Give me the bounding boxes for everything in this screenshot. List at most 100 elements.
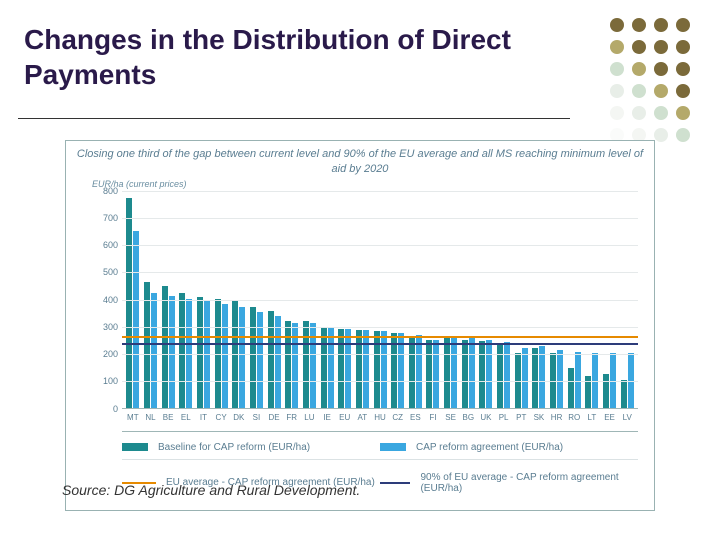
bar: [328, 327, 334, 407]
bar: [239, 307, 245, 408]
bar-column: IE: [318, 327, 336, 407]
x-tick-label: RO: [568, 413, 580, 422]
bar: [621, 380, 627, 407]
bar: [522, 348, 528, 408]
bar-column: BG: [459, 338, 477, 407]
bar-column: LV: [618, 353, 636, 408]
bar: [179, 293, 185, 407]
x-tick-label: LV: [623, 413, 632, 422]
bar: [275, 316, 281, 407]
bar: [557, 350, 563, 407]
bar: [409, 338, 415, 407]
x-tick-label: UK: [480, 413, 491, 422]
x-tick-label: EE: [604, 413, 615, 422]
bar: [451, 338, 457, 407]
chart-title: Closing one third of the gap between cur…: [74, 147, 646, 177]
bar-column: ES: [407, 335, 425, 407]
bar: [250, 307, 256, 408]
page-title: Changes in the Distribution of Direct Pa…: [24, 22, 560, 92]
y-tick-label: 100: [80, 376, 118, 386]
bar-column: UK: [477, 340, 495, 408]
bar: [603, 374, 609, 408]
y-tick-label: 400: [80, 295, 118, 305]
legend-item: Baseline for CAP reform (EUR/ha): [122, 438, 380, 460]
decorative-dot-grid: [610, 18, 694, 146]
bar: [356, 330, 362, 408]
y-tick-label: 0: [80, 404, 118, 414]
x-tick-label: ES: [410, 413, 421, 422]
bar: [416, 335, 422, 407]
bar-column: AT: [354, 330, 372, 408]
bar-column: MT: [124, 198, 142, 408]
bar: [345, 329, 351, 408]
x-tick-label: HR: [551, 413, 563, 422]
bar: [486, 340, 492, 408]
bar: [144, 282, 150, 407]
bar-column: BE: [159, 286, 177, 407]
y-axis-label: EUR/ha (current prices): [92, 179, 646, 189]
x-tick-label: MT: [127, 413, 139, 422]
bar: [426, 340, 432, 408]
legend-item: 90% of EU average - CAP reform agreement…: [380, 468, 638, 500]
bar: [162, 286, 168, 407]
bar-column: IT: [195, 297, 213, 407]
legend-label: CAP reform agreement (EUR/ha): [416, 442, 563, 453]
bar-column: EL: [177, 293, 195, 407]
x-tick-label: NL: [145, 413, 155, 422]
bar-column: CY: [212, 299, 230, 408]
legend-swatch-bar: [122, 443, 148, 451]
bar: [321, 327, 327, 407]
bar: [215, 299, 221, 408]
bar-column: PT: [512, 348, 530, 408]
reference-line: [122, 343, 638, 345]
bar: [222, 304, 228, 408]
x-tick-label: FR: [286, 413, 297, 422]
y-tick-label: 500: [80, 267, 118, 277]
bar-column: SE: [442, 338, 460, 407]
bar-column: FR: [283, 321, 301, 408]
chart-plot-area: MTNLBEELITCYDKSIDEFRLUIEEUATHUCZESFISEBG…: [122, 191, 638, 409]
bar: [532, 348, 538, 408]
legend-label: 90% of EU average - CAP reform agreement…: [420, 472, 638, 494]
x-tick-label: HU: [374, 413, 386, 422]
bar-column: DE: [265, 311, 283, 408]
bar: [462, 340, 468, 408]
legend-label: Baseline for CAP reform (EUR/ha): [158, 442, 310, 453]
bar: [151, 293, 157, 407]
bar: [197, 297, 203, 407]
bar-column: NL: [142, 282, 160, 407]
bar: [479, 341, 485, 408]
bar-column: LT: [583, 353, 601, 408]
y-tick-label: 600: [80, 240, 118, 250]
x-tick-label: FI: [429, 413, 436, 422]
bar-column: LU: [301, 321, 319, 408]
y-tick-label: 700: [80, 213, 118, 223]
y-tick-label: 200: [80, 349, 118, 359]
bar: [303, 321, 309, 408]
x-tick-label: DK: [233, 413, 244, 422]
bar-column: EU: [336, 329, 354, 408]
y-tick-label: 300: [80, 322, 118, 332]
bar: [186, 299, 192, 408]
x-tick-label: EU: [339, 413, 350, 422]
x-tick-label: DE: [269, 413, 280, 422]
bar: [610, 353, 616, 408]
bar: [628, 353, 634, 408]
bar: [550, 353, 556, 408]
x-tick-label: IE: [323, 413, 331, 422]
x-tick-label: PT: [516, 413, 526, 422]
x-tick-label: SI: [253, 413, 261, 422]
bar: [169, 296, 175, 408]
bar-column: RO: [565, 352, 583, 408]
reference-line: [122, 336, 638, 338]
legend-item: CAP reform agreement (EUR/ha): [380, 438, 638, 460]
bar: [444, 338, 450, 407]
bar: [268, 311, 274, 408]
bar: [592, 353, 598, 408]
title-underline: [18, 118, 570, 119]
bar: [504, 342, 510, 407]
bar-column: HR: [548, 350, 566, 407]
x-tick-label: CY: [216, 413, 227, 422]
x-tick-label: PL: [499, 413, 509, 422]
x-tick-label: IT: [200, 413, 207, 422]
